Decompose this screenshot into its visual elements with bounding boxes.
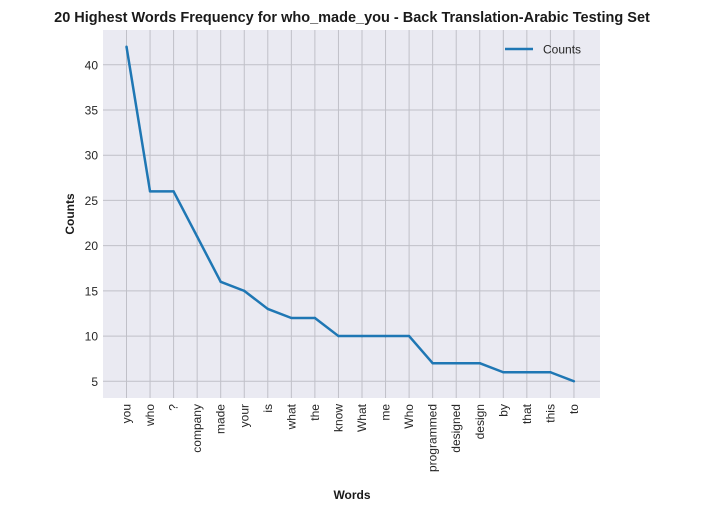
- y-tick-label: 30: [85, 149, 99, 163]
- x-tick-label: company: [190, 404, 204, 453]
- y-axis-ticks: 5 10 15 20 25 30 35 40: [85, 58, 99, 388]
- x-tick-label: who: [143, 404, 157, 427]
- data-point: [455, 361, 458, 365]
- data-point: [525, 371, 529, 374]
- y-tick-label: 40: [85, 58, 99, 72]
- x-tick-label: to: [567, 404, 581, 414]
- x-tick-label: me: [379, 404, 393, 421]
- x-tick-label: designed: [449, 404, 463, 453]
- data-point: [572, 380, 576, 383]
- x-tick-label: by: [496, 404, 510, 417]
- x-tick-label: ?: [167, 404, 181, 411]
- data-point: [172, 190, 175, 193]
- data-point: [502, 371, 505, 374]
- y-tick-label: 10: [85, 330, 99, 344]
- data-point: [407, 334, 411, 338]
- x-tick-label: design: [473, 404, 487, 439]
- x-tick-label: that: [520, 403, 534, 424]
- x-tick-label: Who: [402, 404, 416, 429]
- data-point: [266, 307, 269, 311]
- x-tick-label: your: [237, 404, 251, 427]
- y-tick-label: 20: [85, 239, 99, 253]
- chart-title: 20 Highest Words Frequency for who_made_…: [54, 10, 650, 26]
- x-tick-label: you: [120, 404, 134, 423]
- x-tick-label: this: [543, 404, 557, 423]
- data-point: [313, 316, 317, 320]
- x-axis-ticks: you who? company made your is what the know What m…: [120, 403, 581, 472]
- x-tick-label: made: [214, 404, 228, 434]
- data-point: [384, 334, 387, 338]
- y-tick-label: 35: [85, 104, 99, 118]
- legend: Counts: [505, 43, 581, 57]
- x-tick-label: What: [355, 403, 369, 432]
- plot-area: [103, 30, 600, 398]
- x-tick-label: programmed: [426, 404, 440, 472]
- grid-lines: [103, 30, 600, 398]
- data-point: [195, 235, 199, 238]
- data-point: [148, 190, 152, 193]
- data-point: [549, 371, 552, 374]
- x-tick-label: is: [261, 404, 275, 413]
- series-group: [125, 45, 576, 383]
- data-point: [243, 289, 246, 293]
- y-tick-label: 5: [91, 375, 98, 389]
- x-tick-label: the: [308, 404, 322, 421]
- y-tick-label: 15: [85, 284, 99, 298]
- legend-label-counts: Counts: [543, 43, 581, 57]
- data-point: [431, 361, 434, 365]
- data-point: [360, 334, 364, 338]
- data-point: [219, 280, 222, 284]
- data-point: [337, 334, 340, 338]
- data-point: [125, 45, 128, 48]
- x-axis-label: Words: [333, 488, 370, 502]
- y-axis-label: Counts: [63, 193, 77, 235]
- x-tick-label: know: [331, 404, 345, 432]
- x-tick-label: what: [284, 403, 298, 430]
- data-point: [290, 316, 293, 320]
- series-line-counts: [125, 46, 575, 383]
- y-tick-label: 25: [85, 194, 99, 208]
- data-point: [478, 361, 481, 365]
